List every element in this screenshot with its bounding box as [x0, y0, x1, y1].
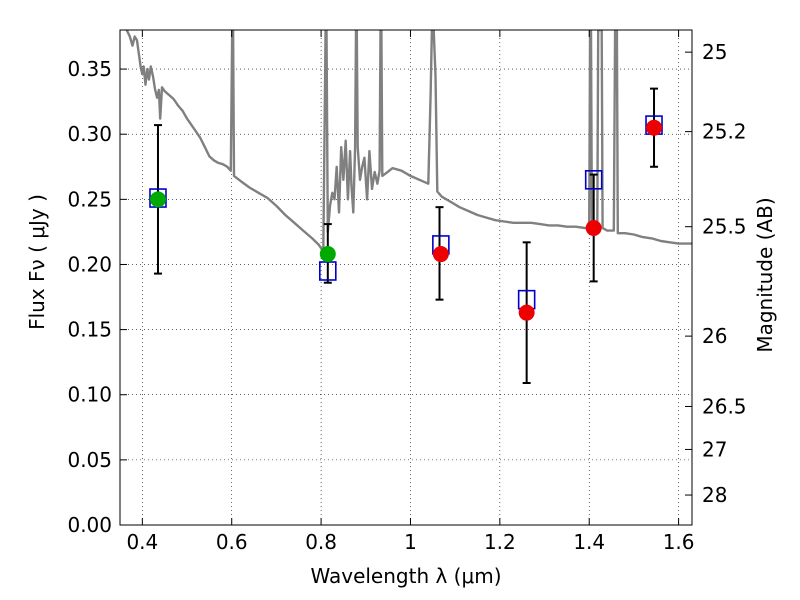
x-tick-label: 0.4	[126, 530, 158, 554]
observed-point-red	[646, 119, 663, 136]
right-tick-label: 27	[702, 437, 727, 461]
model-square-marker	[584, 170, 603, 190]
observed-point-green	[149, 191, 166, 208]
y-tick-label: 0.10	[67, 383, 112, 407]
x-axis-label: Wavelength λ (μm)	[310, 564, 501, 588]
x-tick-label: 1.6	[663, 530, 695, 554]
observed-point-red	[585, 220, 602, 236]
right-tick-label: 26	[702, 324, 727, 348]
y-tick-label: 0.00	[67, 513, 112, 537]
y-axis-label: Flux Fν ( μJy )	[25, 194, 49, 330]
y-tick-label: 0.05	[67, 448, 112, 472]
y-tick-label: 0.25	[67, 187, 112, 211]
observed-point-red	[518, 304, 535, 321]
x-tick-label: 1.2	[484, 530, 516, 554]
y-tick-label: 0.20	[67, 252, 112, 276]
marker-layer	[149, 115, 663, 321]
x-tick-label: 1.4	[573, 530, 605, 554]
y-axis-right-label: Magnitude (AB)	[753, 197, 777, 352]
x-tick-label: 0.8	[305, 530, 337, 554]
right-tick-label: 25.5	[702, 215, 747, 239]
y-tick-label: 0.15	[67, 318, 112, 342]
spectrum-layer	[125, 30, 692, 253]
right-tick-label: 25	[702, 40, 727, 64]
observed-point-green	[319, 246, 336, 263]
y-tick-label: 0.30	[67, 122, 112, 146]
spectrum-line	[125, 30, 692, 253]
right-tick-label: 25.2	[702, 120, 747, 144]
grid-layer	[120, 30, 692, 526]
tick-layer: 0.4 0.6 0.8 1 1.2 1.4 1.6 0.00 0.05 0.10 0.15 0.20 0…	[67, 30, 747, 554]
right-tick-label: 28	[702, 483, 727, 507]
observed-point-red	[432, 246, 449, 263]
x-tick-label: 0.6	[216, 530, 248, 554]
errorbar-layer	[153, 87, 659, 385]
x-tick-label: 1	[404, 530, 417, 554]
y-tick-label: 0.35	[67, 57, 112, 81]
right-tick-label: 26.5	[702, 394, 747, 418]
plot-frame	[119, 29, 693, 526]
